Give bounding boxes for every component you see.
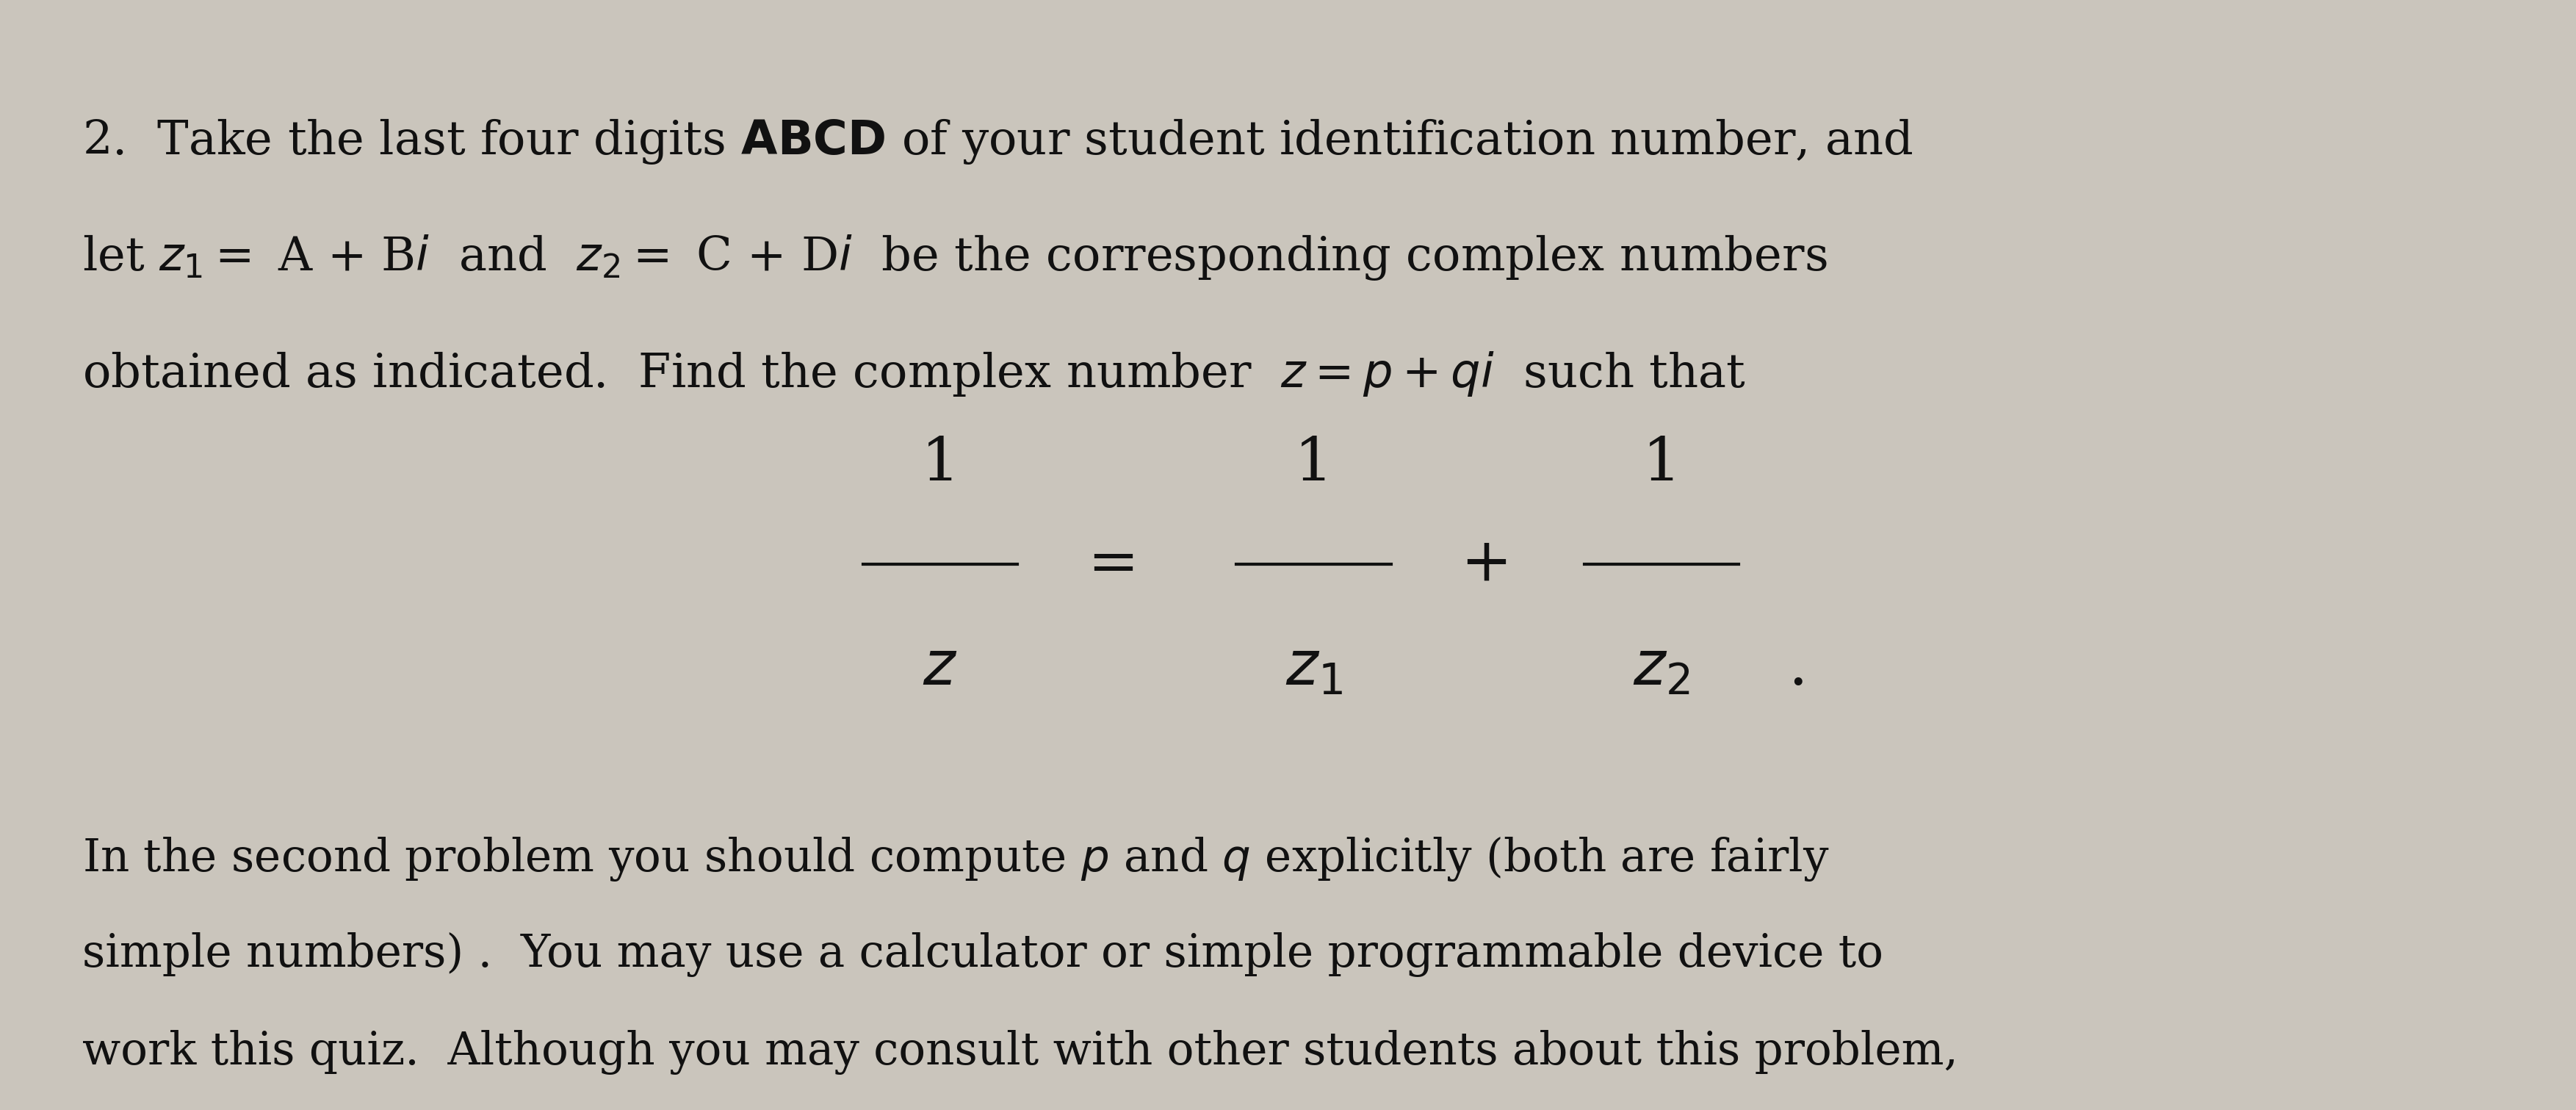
Text: 1: 1 bbox=[1641, 435, 1682, 494]
Text: $z_1$: $z_1$ bbox=[1285, 638, 1342, 697]
Text: obtained as indicated.  Find the complex number  $z = p + qi$  such that: obtained as indicated. Find the complex … bbox=[82, 350, 1747, 398]
Text: .: . bbox=[1788, 638, 1808, 697]
Text: 1: 1 bbox=[920, 435, 961, 494]
Text: =: = bbox=[1087, 535, 1139, 593]
Text: simple numbers) .  You may use a calculator or simple programmable device to: simple numbers) . You may use a calculat… bbox=[82, 932, 1883, 977]
Text: In the second problem you should compute $p$ and $q$ explicitly (both are fairly: In the second problem you should compute… bbox=[82, 835, 1829, 884]
Text: +: + bbox=[1461, 535, 1512, 593]
Text: work this quiz.  Although you may consult with other students about this problem: work this quiz. Although you may consult… bbox=[82, 1030, 1958, 1074]
Text: 1: 1 bbox=[1293, 435, 1334, 494]
Text: 2.  Take the last four digits $\mathbf{ABCD}$ of your student identification num: 2. Take the last four digits $\mathbf{AB… bbox=[82, 117, 1914, 165]
Text: $z$: $z$ bbox=[922, 638, 958, 697]
Text: let $z_1 = $ A + B$i$  and  $z_2 = $ C + D$i$  be the corresponding complex numb: let $z_1 = $ A + B$i$ and $z_2 = $ C + D… bbox=[82, 233, 1826, 282]
Text: $z_2$: $z_2$ bbox=[1633, 638, 1690, 697]
